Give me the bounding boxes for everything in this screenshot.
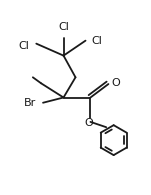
Text: Cl: Cl <box>18 41 29 51</box>
Text: Br: Br <box>24 98 36 108</box>
Text: Cl: Cl <box>91 36 102 46</box>
Text: O: O <box>111 78 120 89</box>
Text: Cl: Cl <box>58 22 69 32</box>
Text: O: O <box>85 118 93 129</box>
